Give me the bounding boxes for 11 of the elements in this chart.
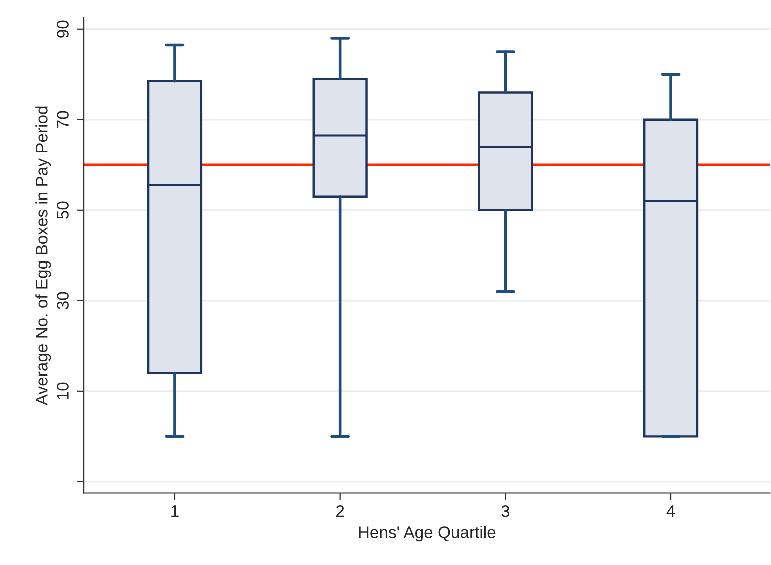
x-tick-label: 3 xyxy=(502,505,510,518)
x-tick-label: 1 xyxy=(172,506,179,518)
x-tick-label: 4 xyxy=(666,506,676,518)
y-axis-title: Average No. of Egg Boxes in Pay Period xyxy=(36,106,52,406)
y-tick-label: 70 xyxy=(57,111,69,128)
x-axis-title: Hens' Age Quartile xyxy=(359,526,496,542)
x-tick-label: 2 xyxy=(336,505,344,518)
y-tick-label: 10 xyxy=(57,382,69,400)
y-tick-label: 30 xyxy=(57,292,69,310)
y-tick-label: 50 xyxy=(57,202,69,220)
y-tick-label: 90 xyxy=(57,20,69,38)
